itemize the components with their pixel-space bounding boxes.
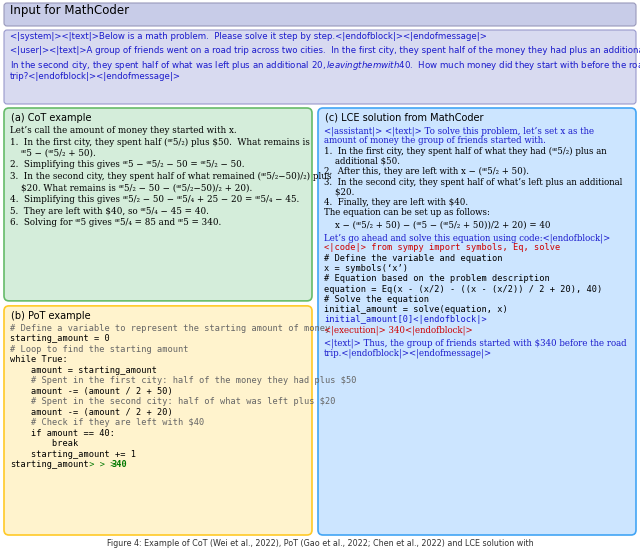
Text: ᵆ5 − (ᵆ5/₂ + 50).: ᵆ5 − (ᵆ5/₂ + 50).	[10, 149, 96, 158]
Text: 4.  Simplifying this gives ᵆ5/₂ − 50 − ᵆ5/₄ + 25 − 20 = ᵆ5/₄ − 45.: 4. Simplifying this gives ᵆ5/₂ − 50 − ᵆ5…	[10, 195, 300, 204]
Text: if amount == 40:: if amount == 40:	[10, 429, 115, 438]
Text: # Equation based on the problem description: # Equation based on the problem descript…	[324, 274, 550, 283]
Text: The equation can be set up as follows:: The equation can be set up as follows:	[324, 208, 490, 217]
Text: 3.  In the second city, they spent half of what remained (ᵆ5/₂−50)/₂) plus: 3. In the second city, they spent half o…	[10, 172, 332, 181]
Text: 3.  In the second city, they spent half of what’s left plus an additional: 3. In the second city, they spent half o…	[324, 178, 622, 186]
Text: starting_amount += 1: starting_amount += 1	[10, 450, 136, 459]
Text: break: break	[10, 440, 78, 448]
Text: # Check if they are left with $40: # Check if they are left with $40	[10, 419, 204, 427]
Text: Let’s go ahead and solve this equation using code:<|endofblock|>: Let’s go ahead and solve this equation u…	[324, 233, 611, 243]
Text: x − (ᵆ5/₂ + 50) − (ᵆ5 − (ᵆ5/₂ + 50))/2 + 20) = 40: x − (ᵆ5/₂ + 50) − (ᵆ5 − (ᵆ5/₂ + 50))/2 +…	[324, 221, 550, 229]
Text: Input for MathCoder: Input for MathCoder	[10, 4, 129, 17]
Text: Let’s call the amount of money they started with x.: Let’s call the amount of money they star…	[10, 126, 237, 135]
Text: <|system|><|text|>Below is a math problem.  Please solve it step by step.<|endof: <|system|><|text|>Below is a math proble…	[10, 32, 487, 41]
Text: trip.<|endofblock|><|endofmessage|>: trip.<|endofblock|><|endofmessage|>	[324, 348, 492, 358]
Text: <|assistant|> <|text|> To solve this problem, let’s set x as the: <|assistant|> <|text|> To solve this pro…	[324, 126, 594, 135]
Text: # Spent in the first city: half of the money they had plus $50: # Spent in the first city: half of the m…	[10, 377, 356, 385]
Text: # Define the variable and equation: # Define the variable and equation	[324, 254, 502, 263]
Text: # Define a variable to represent the starting amount of money: # Define a variable to represent the sta…	[10, 324, 330, 333]
Text: # Solve the equation: # Solve the equation	[324, 295, 429, 304]
Text: initial_amount[0]<|endofblock|>: initial_amount[0]<|endofblock|>	[324, 315, 487, 325]
Text: In the second city, they spent half of what was left plus an additional $20, lea: In the second city, they spent half of w…	[10, 59, 640, 72]
Text: additional $50.: additional $50.	[324, 157, 400, 166]
Text: amount -= (amount / 2 + 20): amount -= (amount / 2 + 20)	[10, 408, 173, 417]
Text: amount of money the group of friends started with.: amount of money the group of friends sta…	[324, 136, 546, 145]
FancyBboxPatch shape	[4, 108, 312, 301]
Text: while True:: while True:	[10, 356, 68, 364]
Text: amount = starting_amount: amount = starting_amount	[10, 366, 157, 375]
Text: initial_amount = solve(equation, x): initial_amount = solve(equation, x)	[324, 305, 508, 314]
Text: starting_amount = 0: starting_amount = 0	[10, 335, 109, 343]
FancyBboxPatch shape	[318, 108, 636, 535]
Text: 2.  After this, they are left with x − (ᵆ5/₂ + 50).: 2. After this, they are left with x − (ᵆ…	[324, 167, 529, 176]
Text: 2.  Simplifying this gives ᵆ5 − ᵆ5/₂ − 50 = ᵆ5/₂ − 50.: 2. Simplifying this gives ᵆ5 − ᵆ5/₂ − 50…	[10, 160, 244, 169]
FancyBboxPatch shape	[4, 306, 312, 535]
Text: amount -= (amount / 2 + 50): amount -= (amount / 2 + 50)	[10, 387, 173, 396]
FancyBboxPatch shape	[4, 3, 636, 26]
Text: x = symbols(‘x’): x = symbols(‘x’)	[324, 264, 408, 273]
Text: # Loop to find the starting amount: # Loop to find the starting amount	[10, 345, 189, 354]
Text: (a) CoT example: (a) CoT example	[11, 113, 92, 123]
Text: equation = Eq(x - (x/2) - ((x - (x/2)) / 2 + 20), 40): equation = Eq(x - (x/2) - ((x - (x/2)) /…	[324, 284, 602, 294]
Text: $20. What remains is ᵆ5/₂ − 50 − (ᵆ5/₂−50)/₂ + 20).: $20. What remains is ᵆ5/₂ − 50 − (ᵆ5/₂−5…	[10, 183, 252, 192]
Text: $20.: $20.	[324, 188, 355, 197]
Text: Figure 4: Example of CoT (Wei et al., 2022), PoT (Gao et al., 2022; Chen et al.,: Figure 4: Example of CoT (Wei et al., 20…	[107, 539, 533, 548]
Text: <|text|> Thus, the group of friends started with $340 before the road: <|text|> Thus, the group of friends star…	[324, 338, 627, 347]
FancyBboxPatch shape	[4, 30, 636, 104]
Text: 340: 340	[111, 461, 127, 469]
Text: <|execution|> 340<|endofblock|>: <|execution|> 340<|endofblock|>	[324, 326, 472, 335]
Text: trip?<|endofblock|><|endofmessage|>: trip?<|endofblock|><|endofmessage|>	[10, 72, 181, 81]
Text: 1.  In the first city, they spent half (ᵆ5/₂) plus $50.  What remains is: 1. In the first city, they spent half (ᵆ…	[10, 138, 310, 147]
Text: <|user|><|text|>A group of friends went on a road trip across two cities.  In th: <|user|><|text|>A group of friends went …	[10, 46, 640, 55]
Text: 4.  Finally, they are left with $40.: 4. Finally, they are left with $40.	[324, 198, 468, 207]
Text: (b) PoT example: (b) PoT example	[11, 311, 91, 321]
Text: 5.  They are left with $40, so ᵆ5/₄ − 45 = 40.: 5. They are left with $40, so ᵆ5/₄ − 45 …	[10, 207, 209, 216]
Text: 1.  In the first city, they spent half of what they had (ᵆ5/₂) plus an: 1. In the first city, they spent half of…	[324, 147, 607, 156]
Text: 6.  Solving for ᵆ5 gives ᵆ5/₄ = 85 and ᵆ5 = 340.: 6. Solving for ᵆ5 gives ᵆ5/₄ = 85 and ᵆ5…	[10, 218, 221, 227]
Text: > > >: > > >	[84, 461, 121, 469]
Text: (c) LCE solution from MathCoder: (c) LCE solution from MathCoder	[325, 113, 483, 123]
Text: <|code|> from sympy import symbols, Eq, solve: <|code|> from sympy import symbols, Eq, …	[324, 243, 560, 252]
Text: # Spent in the second city: half of what was left plus $20: # Spent in the second city: half of what…	[10, 398, 335, 406]
Text: starting_amount: starting_amount	[10, 461, 89, 469]
